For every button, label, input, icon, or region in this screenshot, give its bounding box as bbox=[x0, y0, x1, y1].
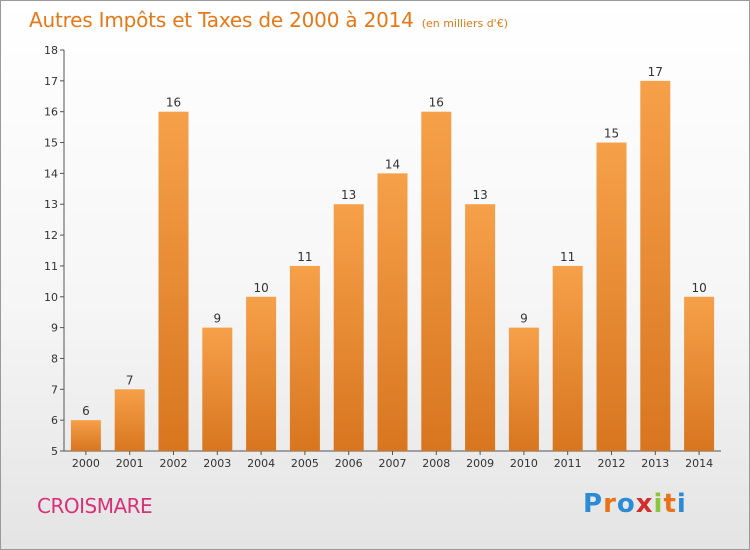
data-label: 11 bbox=[560, 250, 575, 264]
x-tick-label: 2011 bbox=[554, 457, 582, 470]
y-tick-label: 10 bbox=[44, 291, 58, 304]
y-tick-label: 13 bbox=[44, 198, 58, 211]
data-label: 16 bbox=[429, 96, 444, 110]
bar bbox=[377, 173, 408, 451]
x-tick-label: 2008 bbox=[422, 457, 450, 470]
x-tick-label: 2002 bbox=[160, 457, 188, 470]
data-label: 13 bbox=[341, 188, 356, 202]
data-label: 9 bbox=[520, 312, 528, 326]
x-tick-label: 2005 bbox=[291, 457, 319, 470]
bar bbox=[114, 389, 145, 451]
x-tick-label: 2003 bbox=[203, 457, 231, 470]
bar bbox=[70, 420, 101, 451]
bar bbox=[202, 327, 233, 451]
y-tick-label: 11 bbox=[44, 260, 58, 273]
y-tick-label: 7 bbox=[51, 383, 58, 396]
proxiti-logo[interactable]: Proxiti bbox=[583, 489, 687, 519]
bar bbox=[508, 327, 539, 451]
x-tick-label: 2013 bbox=[641, 457, 669, 470]
x-tick-label: 2009 bbox=[466, 457, 494, 470]
y-tick-label: 16 bbox=[44, 106, 58, 119]
y-tick-label: 6 bbox=[51, 414, 58, 427]
data-label: 7 bbox=[126, 373, 134, 387]
x-tick-label: 2007 bbox=[379, 457, 407, 470]
bar bbox=[465, 204, 496, 451]
y-tick-label: 15 bbox=[44, 137, 58, 150]
data-label: 6 bbox=[82, 404, 90, 418]
x-tick-label: 2014 bbox=[685, 457, 713, 470]
bar bbox=[684, 296, 715, 451]
x-tick-label: 2010 bbox=[510, 457, 538, 470]
y-tick-label: 8 bbox=[51, 352, 58, 365]
logo-letter: o bbox=[616, 489, 636, 519]
x-tick-label: 2000 bbox=[72, 457, 100, 470]
bar bbox=[596, 142, 627, 452]
data-label: 15 bbox=[604, 127, 619, 141]
logo-letter: r bbox=[603, 489, 617, 519]
bar bbox=[552, 265, 583, 451]
data-label: 11 bbox=[297, 250, 312, 264]
logo-letter: i bbox=[653, 489, 664, 519]
y-tick-label: 5 bbox=[51, 445, 58, 458]
bar bbox=[158, 111, 189, 451]
data-label: 17 bbox=[648, 65, 663, 79]
chart-unit-label: (en milliers d'€) bbox=[421, 17, 508, 30]
y-tick-label: 18 bbox=[44, 44, 58, 57]
x-tick-label: 2004 bbox=[247, 457, 275, 470]
y-tick-label: 9 bbox=[51, 322, 58, 335]
x-tick-label: 2012 bbox=[598, 457, 626, 470]
commune-name: CROISMARE bbox=[37, 494, 153, 518]
data-label: 10 bbox=[253, 281, 268, 295]
logo-letter: x bbox=[635, 489, 654, 519]
logo-letter: P bbox=[583, 489, 604, 519]
chart-title: Autres Impôts et Taxes de 2000 à 2014 bbox=[29, 8, 414, 32]
x-tick-label: 2006 bbox=[335, 457, 363, 470]
data-label: 13 bbox=[472, 188, 487, 202]
bar bbox=[421, 111, 452, 451]
y-tick-label: 17 bbox=[44, 75, 58, 88]
x-tick-label: 2001 bbox=[116, 457, 144, 470]
data-label: 14 bbox=[385, 157, 400, 171]
data-label: 9 bbox=[213, 312, 221, 326]
data-label: 10 bbox=[691, 281, 706, 295]
bar bbox=[333, 204, 364, 451]
data-label: 16 bbox=[166, 96, 181, 110]
bar bbox=[289, 265, 320, 451]
y-tick-label: 12 bbox=[44, 229, 58, 242]
bar bbox=[640, 80, 671, 451]
logo-letter: i bbox=[676, 489, 687, 519]
logo-letter: t bbox=[663, 489, 677, 519]
y-tick-label: 14 bbox=[44, 167, 58, 180]
chart-title-row: Autres Impôts et Taxes de 2000 à 2014 (en… bbox=[29, 8, 508, 32]
bar bbox=[246, 296, 277, 451]
